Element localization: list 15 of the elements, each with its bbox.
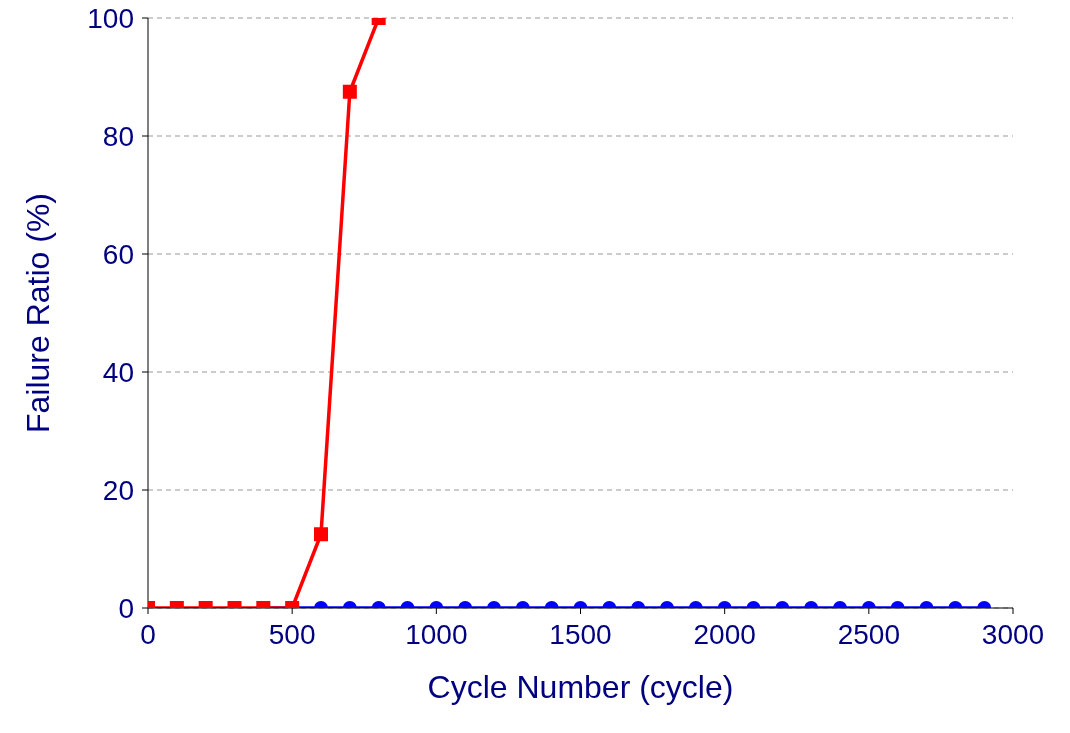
y-tick-label: 0: [118, 592, 134, 624]
x-axis-title: Cycle Number (cycle): [427, 669, 734, 705]
y-tick-label: 40: [102, 356, 134, 388]
y-axis-title: Failure Ratio (%): [20, 192, 57, 434]
y-tick-label: 100: [87, 2, 134, 34]
x-tick-label: 0: [140, 618, 156, 650]
y-tick-label: 60: [102, 238, 134, 270]
y-tick-label: 80: [102, 120, 134, 152]
x-tick-label: 1500: [549, 618, 612, 650]
x-tick-label: 2000: [693, 618, 756, 650]
x-tick-label: 1000: [405, 618, 468, 650]
x-tick-label: 3000: [981, 618, 1045, 650]
x-tick-label: 500: [268, 618, 316, 650]
y-tick-label: 20: [102, 474, 134, 506]
x-tick-label: 2500: [837, 618, 900, 650]
